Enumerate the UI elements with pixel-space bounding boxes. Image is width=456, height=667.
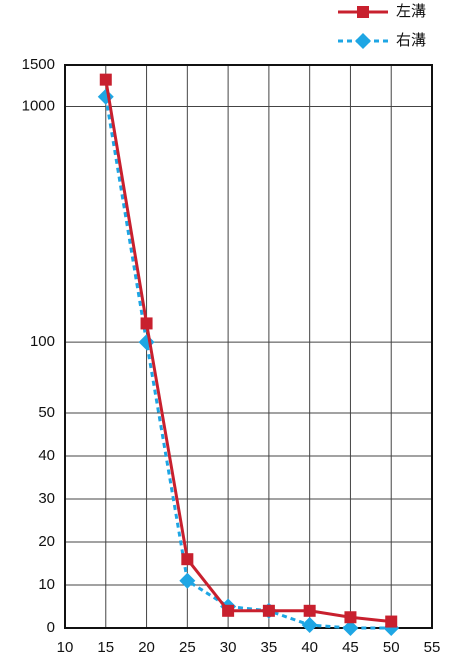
y-tick-label: 10 <box>38 576 55 593</box>
marker <box>342 620 359 636</box>
series-line <box>104 96 392 630</box>
marker <box>303 604 316 617</box>
y-tick-label: 20 <box>38 533 55 550</box>
y-tick-label: 0 <box>47 619 55 636</box>
marker <box>181 553 194 566</box>
x-tick-label: 50 <box>383 639 400 656</box>
marker <box>97 88 114 105</box>
x-tick-label: 55 <box>424 639 441 656</box>
plot-frame <box>64 64 433 629</box>
y-tick-label: 1500 <box>22 56 55 73</box>
legend-label: 左溝 <box>396 3 426 20</box>
marker <box>99 73 112 86</box>
x-tick-label: 10 <box>57 639 74 656</box>
marker <box>140 317 153 330</box>
y-tick-label: 1000 <box>22 97 55 114</box>
x-tick-label: 30 <box>220 639 237 656</box>
x-tick-label: 35 <box>261 639 278 656</box>
y-tick-label: 40 <box>38 447 55 464</box>
y-tick-label: 100 <box>30 333 55 350</box>
series-line <box>104 79 392 624</box>
marker <box>344 611 357 624</box>
marker <box>262 604 275 617</box>
x-tick-label: 20 <box>138 639 155 656</box>
legend-marker <box>357 6 369 18</box>
legend-marker <box>355 33 371 49</box>
marker <box>179 572 196 589</box>
x-tick-label: 25 <box>179 639 196 656</box>
y-tick-label: 50 <box>38 404 55 421</box>
marker <box>222 604 235 617</box>
x-tick-label: 45 <box>342 639 359 656</box>
x-tick-label: 40 <box>301 639 318 656</box>
y-tick-label: 30 <box>38 490 55 507</box>
marker <box>301 616 318 633</box>
x-tick-label: 15 <box>97 639 114 656</box>
legend-label: 右溝 <box>396 32 426 49</box>
marker <box>385 615 398 628</box>
